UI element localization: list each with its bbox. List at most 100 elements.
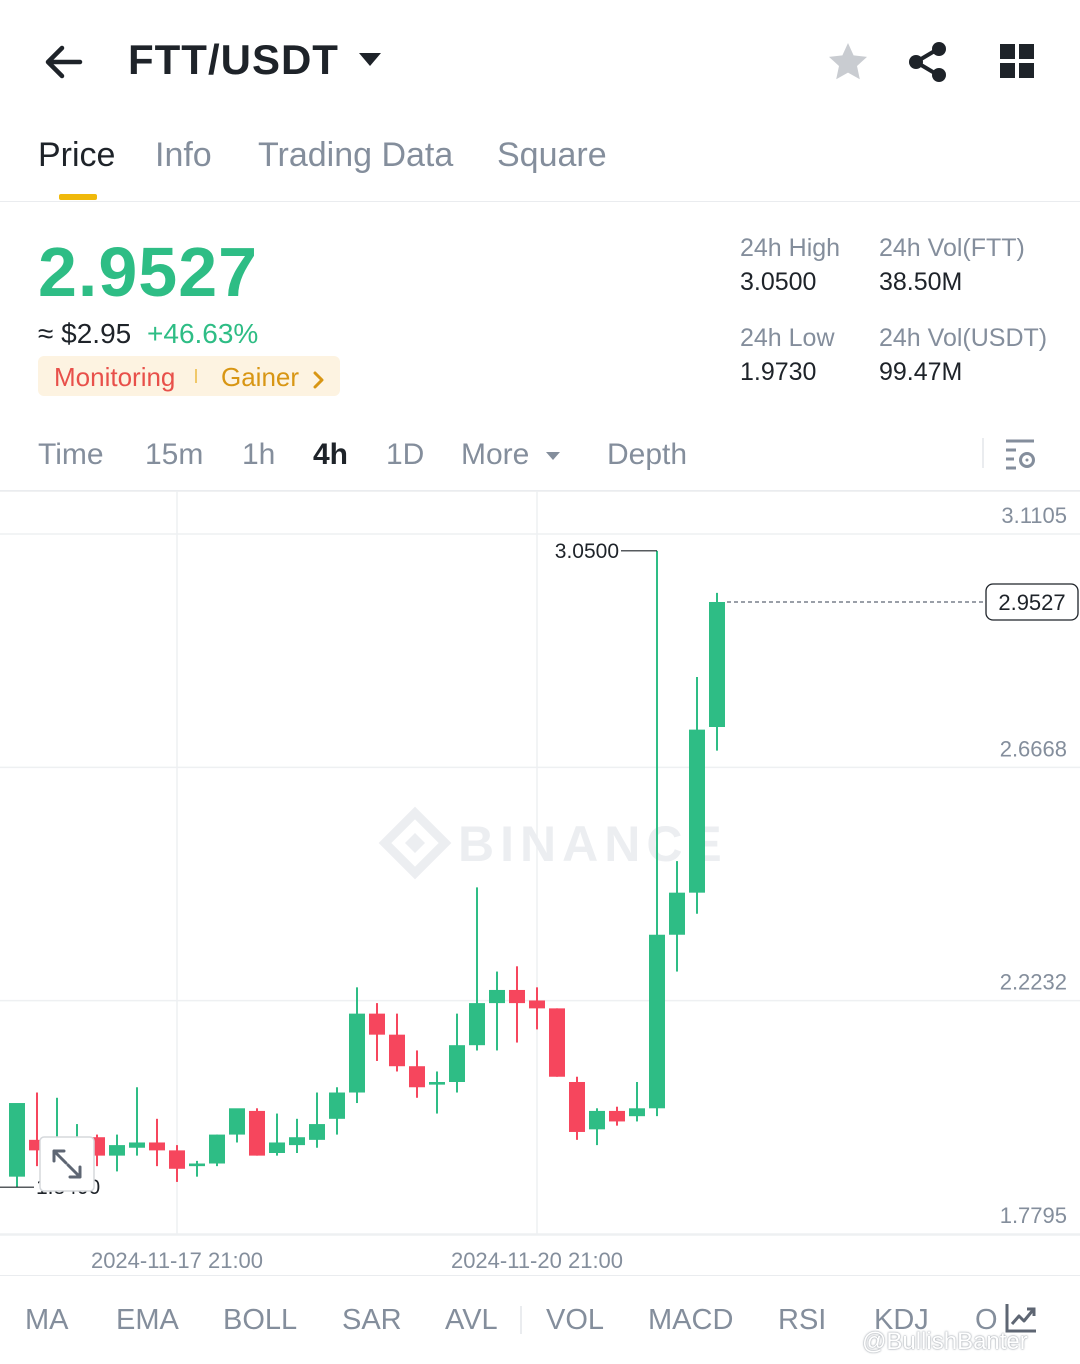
candle-body [369, 1013, 385, 1035]
y-axis-tick-label: 3.1105 [1001, 503, 1067, 528]
fullscreen-button[interactable] [39, 1136, 95, 1192]
tab-info[interactable]: Info [155, 136, 212, 174]
layout-grid-button[interactable] [998, 42, 1036, 85]
vol-usdt-label: 24h Vol(USDT) [879, 324, 1048, 352]
candle-body [509, 989, 525, 1004]
candle-body [249, 1110, 265, 1156]
favorite-button[interactable] [826, 40, 870, 89]
chevron-right-icon [312, 366, 326, 397]
interval-4h[interactable]: 4h [313, 438, 349, 471]
indicator-kdj[interactable]: KDJ [874, 1304, 929, 1336]
chart-settings-button[interactable] [1002, 436, 1038, 477]
candle-body [489, 989, 505, 1004]
candle-body [649, 934, 665, 1109]
indicator-sar[interactable]: SAR [342, 1304, 402, 1336]
pair-selector-button[interactable] [356, 50, 384, 75]
last-price: 2.9527 [38, 233, 259, 311]
indicator-more-truncated[interactable]: O [975, 1304, 998, 1336]
tab-square[interactable]: Square [497, 136, 607, 174]
indicator-divider [520, 1306, 522, 1334]
current-price-tag [985, 583, 1079, 621]
back-button[interactable] [40, 40, 86, 84]
candle-body [529, 1000, 545, 1009]
candle-body [209, 1134, 225, 1164]
current-price-label: 2.9527 [998, 590, 1065, 615]
tag-bar[interactable]: Monitoring Gainer [38, 356, 340, 396]
candle-body [269, 1142, 285, 1153]
interval-divider [982, 438, 984, 468]
fiat-price: $2.95 [61, 318, 132, 349]
indicator-ema[interactable]: EMA [116, 1304, 179, 1336]
indicator-ma[interactable]: MA [25, 1304, 69, 1336]
vol-ftt-label: 24h Vol(FTT) [879, 234, 1025, 262]
indicator-avl[interactable]: AVL [445, 1304, 498, 1336]
chart-divider [0, 490, 1080, 491]
candle-body [349, 1013, 365, 1093]
chart-settings-icon [1006, 439, 1035, 470]
candle-body [669, 892, 685, 935]
interval-time[interactable]: Time [38, 438, 104, 471]
indicator-vol[interactable]: VOL [546, 1304, 605, 1336]
candle-body [389, 1034, 405, 1067]
tab-trading-data[interactable]: Trading Data [258, 136, 454, 174]
vol-usdt-value: 99.47M [879, 358, 963, 386]
y-axis-tick-label: 2.2232 [1000, 970, 1067, 995]
candle-body [589, 1110, 605, 1130]
candle-body [289, 1137, 305, 1146]
interval-15m[interactable]: 15m [145, 438, 204, 471]
tag-divider [195, 369, 197, 383]
pair-title[interactable]: FTT/USDT [128, 36, 339, 83]
price-change-percent: +46.63% [147, 318, 259, 349]
chart-canvas[interactable]: 3.1105 2.6668 2.2232 1.7795 2024-11-17 21:00… [0, 491, 1080, 1275]
share-icon [909, 42, 946, 82]
x-axis-tick-label: 2024-11-20 21:00 [451, 1248, 623, 1273]
candle-body [29, 1139, 45, 1151]
interval-depth[interactable]: Depth [607, 438, 688, 471]
indicator-rsi[interactable]: RSI [778, 1304, 827, 1336]
indicator-settings-button[interactable] [1004, 1302, 1038, 1339]
candle-body [409, 1066, 425, 1088]
tab-price[interactable]: Price [38, 136, 116, 174]
star-icon [829, 43, 867, 80]
low-24h-value: 1.9730 [740, 358, 817, 386]
caret-down-icon [545, 452, 560, 461]
candle-body [709, 601, 725, 728]
interval-more-label: More [461, 438, 530, 471]
chart-line-icon [1005, 1304, 1036, 1333]
candle-body [109, 1145, 125, 1156]
active-tab-indicator [59, 194, 97, 200]
interval-more[interactable]: More [461, 438, 562, 472]
chart-watermark: BINANCE [458, 816, 728, 872]
fiat-price-line: ≈ $2.95 +46.63% [38, 318, 258, 350]
grid-icon [1000, 44, 1034, 78]
candle-body [129, 1142, 145, 1148]
main-tabs: Price Info Trading Data Square [0, 120, 1080, 202]
interval-1d[interactable]: 1D [386, 438, 425, 471]
candle-body [629, 1108, 645, 1117]
low-24h-label: 24h Low [740, 324, 835, 352]
candlestick-chart[interactable]: 3.1105 2.6668 2.2232 1.7795 2024-11-17 21:00… [0, 491, 1080, 1275]
share-button[interactable] [906, 40, 950, 89]
high-marker-label: 3.0500 [555, 540, 619, 563]
binance-logo-icon [378, 806, 452, 880]
interval-1h[interactable]: 1h [242, 438, 276, 471]
candle-body [229, 1108, 245, 1135]
candle-body [329, 1092, 345, 1119]
x-axis-tick-label: 2024-11-17 21:00 [91, 1248, 263, 1273]
candle-body [149, 1142, 165, 1151]
candle-body [169, 1150, 185, 1169]
monitoring-tag[interactable]: Monitoring [54, 362, 176, 392]
back-arrow-icon [45, 45, 83, 79]
indicator-boll[interactable]: BOLL [223, 1304, 298, 1336]
y-axis-tick-label: 2.6668 [1000, 736, 1067, 761]
expand-icon [52, 1149, 82, 1179]
app-header: FTT/USDT [0, 0, 1080, 120]
credit-watermark: @BullishBanter [862, 1328, 1028, 1355]
gainer-tag[interactable]: Gainer [221, 362, 300, 392]
candle-body [189, 1163, 205, 1167]
candle-body [9, 1103, 25, 1177]
indicator-macd[interactable]: MACD [648, 1304, 734, 1336]
high-24h-label: 24h High [740, 234, 841, 262]
indicator-bar: MA EMA BOLL SAR AVL VOL MACD RSI KDJ O [0, 1275, 1080, 1364]
candle-body [309, 1124, 325, 1140]
